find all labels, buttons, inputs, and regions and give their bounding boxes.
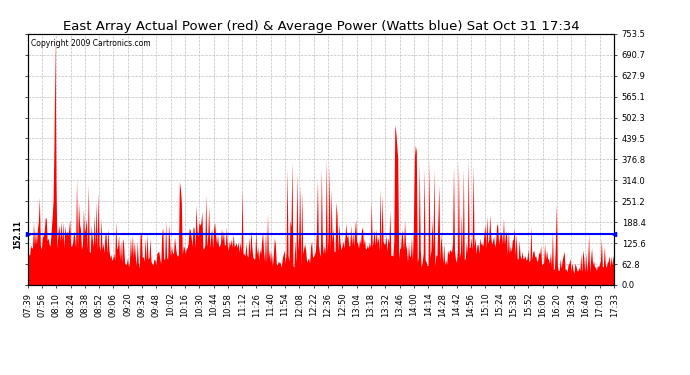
Text: Copyright 2009 Cartronics.com: Copyright 2009 Cartronics.com: [30, 39, 150, 48]
Text: 152.11: 152.11: [12, 220, 22, 249]
Title: East Array Actual Power (red) & Average Power (Watts blue) Sat Oct 31 17:34: East Array Actual Power (red) & Average …: [63, 20, 579, 33]
